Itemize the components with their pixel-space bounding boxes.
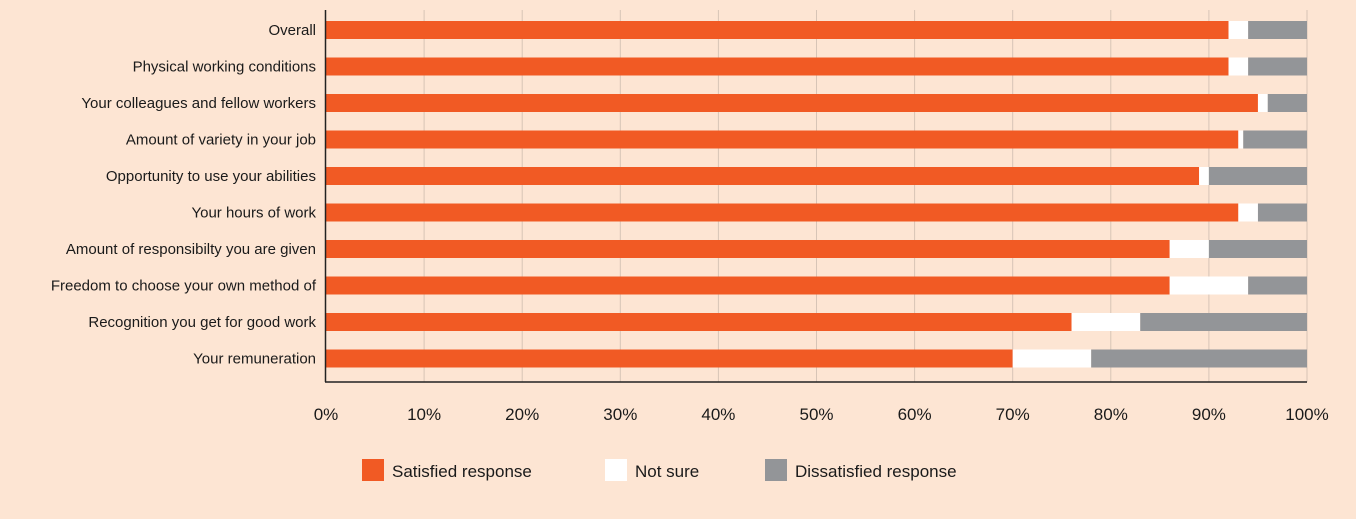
bar-segment bbox=[1140, 313, 1307, 331]
bar-segment bbox=[1228, 57, 1249, 76]
legend-swatch bbox=[765, 459, 787, 481]
x-tick-labels: 0% 10% 20% 30% 40% 50% 60% 70% 80% 90% 100% bbox=[314, 405, 1329, 424]
bar-segment bbox=[1267, 94, 1307, 112]
bar-segment bbox=[326, 130, 1239, 149]
bar-segment bbox=[1257, 94, 1268, 112]
bar-segment bbox=[326, 276, 1170, 295]
bar-segment bbox=[1169, 240, 1209, 258]
legend-item: Not sure bbox=[605, 459, 699, 481]
bar-segment bbox=[326, 94, 1258, 112]
legend-swatch bbox=[605, 459, 627, 481]
bar-segment bbox=[1208, 240, 1307, 258]
category-label: Amount of responsibilty you are given bbox=[66, 241, 316, 258]
bar-segment bbox=[1091, 349, 1307, 368]
bar-segment bbox=[1257, 203, 1307, 222]
category-label: Amount of variety in your job bbox=[126, 132, 316, 149]
category-label: Opportunity to use your abilities bbox=[106, 168, 316, 185]
category-label: Recognition you get for good work bbox=[88, 314, 316, 331]
category-label: Freedom to choose your own method of bbox=[51, 278, 317, 295]
x-tick-label: 0% bbox=[314, 405, 339, 424]
bar-segment bbox=[326, 167, 1200, 185]
x-tick-label: 60% bbox=[898, 405, 932, 424]
bar-segment bbox=[1248, 21, 1307, 39]
x-tick-label: 40% bbox=[701, 405, 735, 424]
bar-segment bbox=[1012, 349, 1092, 368]
bar-segment bbox=[326, 313, 1072, 331]
x-tick-label: 20% bbox=[505, 405, 539, 424]
category-label: Your colleagues and fellow workers bbox=[81, 95, 316, 112]
x-tick-label: 10% bbox=[407, 405, 441, 424]
x-tick-label: 30% bbox=[603, 405, 637, 424]
category-label: Your hours of work bbox=[191, 205, 316, 222]
bar-segment bbox=[1248, 57, 1307, 76]
legend-label: Dissatisfied response bbox=[795, 462, 957, 481]
category-label: Your remuneration bbox=[193, 351, 316, 368]
bar-segment bbox=[1208, 167, 1307, 185]
bar-segment bbox=[326, 203, 1239, 222]
bar-segment bbox=[1228, 21, 1249, 39]
axes bbox=[324, 10, 1307, 383]
x-tick-label: 90% bbox=[1192, 405, 1226, 424]
legend: Satisfied response Not sure Dissatisfied r… bbox=[362, 459, 957, 481]
category-label: Physical working conditions bbox=[133, 59, 316, 76]
bar-segment bbox=[326, 57, 1229, 76]
legend-label: Not sure bbox=[635, 462, 699, 481]
bar-segment bbox=[1071, 313, 1141, 331]
x-tick-label: 70% bbox=[996, 405, 1030, 424]
bar-segment bbox=[1169, 276, 1249, 295]
x-tick-label: 100% bbox=[1285, 405, 1328, 424]
bar-segment bbox=[1243, 130, 1307, 149]
legend-item: Satisfied response bbox=[362, 459, 532, 481]
bar-segment bbox=[326, 240, 1170, 258]
bar-segment bbox=[1248, 276, 1307, 295]
category-labels: Overall Physical working conditions Your c… bbox=[51, 22, 317, 368]
bar-segment bbox=[1238, 130, 1244, 149]
legend-swatch bbox=[362, 459, 384, 481]
x-tick-label: 80% bbox=[1094, 405, 1128, 424]
bar-segment bbox=[1199, 167, 1209, 185]
bar-segment bbox=[1238, 203, 1258, 222]
legend-label: Satisfied response bbox=[392, 462, 532, 481]
category-label: Overall bbox=[268, 22, 316, 39]
x-tick-label: 50% bbox=[799, 405, 833, 424]
legend-item: Dissatisfied response bbox=[765, 459, 957, 481]
bar-segment bbox=[326, 21, 1229, 39]
bars bbox=[326, 21, 1307, 368]
bar-segment bbox=[326, 349, 1013, 368]
